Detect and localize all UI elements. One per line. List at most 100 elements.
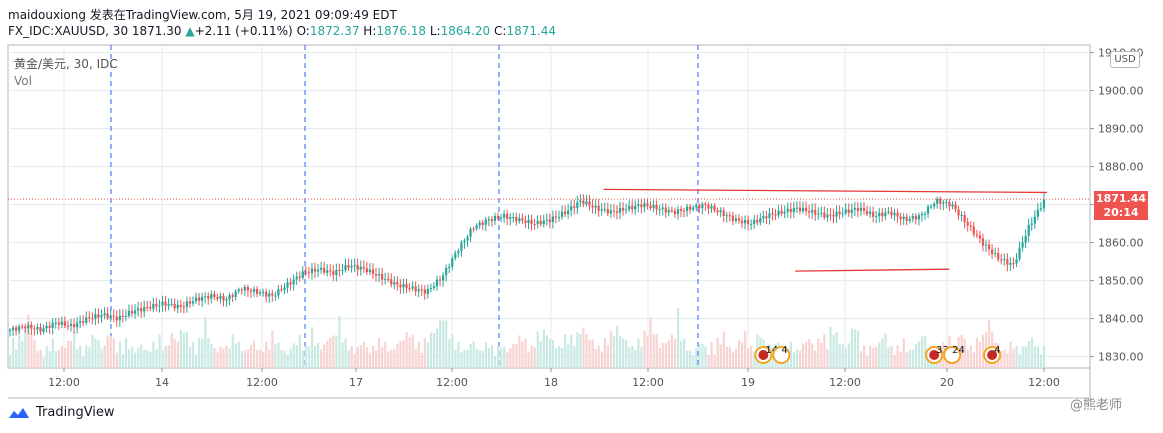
volume-bar (195, 354, 198, 368)
volume-bar (307, 346, 311, 368)
volume-bar (512, 344, 515, 368)
volume-bar (228, 348, 231, 368)
candle-body (127, 310, 131, 316)
candle-body (783, 211, 786, 214)
volume-bar (518, 335, 521, 368)
volume-bar (420, 353, 423, 368)
volume-bar (112, 338, 115, 368)
volume-bar (832, 335, 835, 368)
candle-body (237, 289, 240, 292)
candle-body (374, 273, 378, 276)
volume-bar (701, 344, 704, 368)
candle-body (975, 234, 978, 236)
volume-bar (548, 339, 552, 368)
candle-body (304, 271, 307, 273)
candle-body (405, 284, 408, 289)
volume-bar (737, 339, 741, 368)
candle-body (820, 212, 823, 214)
volume-bar (798, 350, 802, 368)
volume-bar (192, 341, 195, 368)
candle-body (350, 265, 353, 268)
publish-info: maidouxiong 发表在TradingView.com, 5月 19, 2… (8, 8, 397, 22)
price-change: +2.11 (+0.11%) (194, 24, 293, 38)
volume-bar (127, 348, 131, 368)
candle-body (503, 213, 506, 218)
volume-bar (829, 327, 832, 368)
candle-body (948, 201, 951, 207)
volume-bar (140, 344, 143, 368)
volume-bar (1003, 349, 1006, 368)
currency-button[interactable]: USD (1110, 51, 1140, 68)
candle-body (728, 215, 731, 217)
volume-bar (475, 349, 478, 368)
event-marker-count: 4 (781, 345, 787, 356)
volume-bar (676, 308, 680, 368)
volume-bar (106, 336, 109, 368)
candle-body (94, 314, 97, 319)
volume-bar (356, 347, 359, 368)
volume-bar (844, 347, 847, 368)
volume-bar (673, 339, 677, 368)
volume-bar (497, 345, 500, 368)
candle-body (11, 327, 15, 330)
candle-body (170, 303, 173, 305)
candle-body (801, 207, 805, 212)
candle-body (188, 301, 192, 304)
candle-body (872, 211, 875, 217)
candle-body (329, 270, 332, 272)
volume-bar (51, 338, 54, 368)
x-tick-label: 17 (349, 376, 363, 389)
volume-bar (277, 342, 280, 368)
candle-body (545, 219, 548, 221)
volume-bar (219, 346, 222, 368)
candle-body (539, 220, 542, 225)
volume-bar (207, 337, 210, 368)
candle-body (1006, 259, 1009, 265)
volume-bar (240, 351, 243, 368)
candle-body (399, 284, 402, 288)
volume-bar (210, 344, 213, 368)
candle-body (722, 210, 725, 216)
candle-body (21, 326, 24, 328)
volume-bar (198, 338, 201, 368)
candle-body (402, 284, 405, 288)
volume-bar (792, 352, 796, 368)
candle-body (377, 273, 381, 276)
candle-body (298, 276, 301, 278)
candle-body (124, 315, 127, 317)
volume-bar (1000, 350, 1003, 368)
candle-body (966, 222, 969, 226)
candle-body (91, 318, 94, 320)
footer-brand[interactable]: TradingView (8, 405, 115, 420)
candle-body (1021, 242, 1024, 248)
volume-bar (573, 345, 576, 368)
volume-bar (21, 341, 24, 368)
volume-bar (88, 347, 91, 368)
candle-body (481, 222, 484, 225)
x-tick-label: 19 (741, 376, 755, 389)
volume-bar (176, 341, 179, 368)
candle-body (920, 213, 924, 216)
volume-bar (545, 335, 548, 368)
volume-bar (576, 332, 579, 368)
volume-bar (539, 341, 542, 368)
candle-body (564, 211, 567, 215)
candle-body (66, 325, 70, 327)
candle-body (432, 286, 436, 289)
current-price-label: 1871.44 20:14 (1094, 191, 1148, 220)
volume-bar (850, 328, 853, 368)
candle-body (518, 218, 521, 222)
candle-body (320, 267, 323, 270)
volume-bar (375, 350, 378, 368)
candle-body (76, 322, 79, 328)
candle-body (716, 210, 719, 213)
y-tick-label: 1860.00 (1098, 237, 1144, 250)
candle-body (210, 294, 213, 299)
event-marker-count: 24 (952, 345, 965, 356)
volume-bar (271, 330, 274, 368)
volume-bar (253, 340, 256, 368)
volume-bar (884, 333, 887, 368)
candle-body (143, 306, 146, 312)
volume-bar (622, 338, 625, 368)
